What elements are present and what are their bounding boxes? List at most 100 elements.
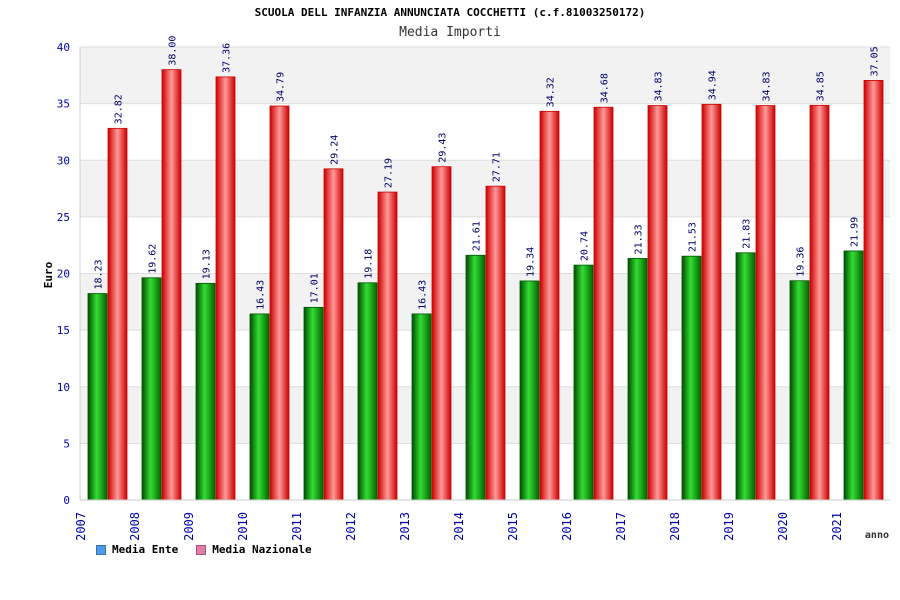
data-label: 32.82 <box>114 94 125 124</box>
bar-nazionale-2008 <box>161 69 182 501</box>
bar-ente-2010 <box>249 313 270 501</box>
y-tick-label: 5 <box>63 437 70 450</box>
bar-nazionale-2014 <box>485 185 506 501</box>
x-tick-label: 2016 <box>560 512 574 541</box>
data-label: 19.13 <box>202 249 213 279</box>
data-label: 34.83 <box>762 71 773 101</box>
bar-ente-2011 <box>303 306 324 501</box>
bar-ente-2018 <box>681 255 702 501</box>
data-label: 19.18 <box>364 249 375 279</box>
bar-nazionale-2019 <box>755 105 776 501</box>
data-label: 21.33 <box>634 224 645 254</box>
data-label: 34.94 <box>708 70 719 100</box>
data-label: 34.32 <box>546 77 557 107</box>
x-tick-label: 2011 <box>290 512 304 541</box>
x-tick-label: 2018 <box>668 512 682 541</box>
y-tick-label: 15 <box>57 324 70 337</box>
data-label: 19.34 <box>526 247 537 277</box>
data-label: 29.43 <box>438 133 449 163</box>
data-label: 37.36 <box>222 43 233 73</box>
data-label: 21.83 <box>742 219 753 249</box>
y-tick-label: 20 <box>57 268 70 281</box>
bar-nazionale-2009 <box>215 76 236 501</box>
data-label: 20.74 <box>580 231 591 261</box>
x-tick-label: 2008 <box>128 512 142 541</box>
bar-ente-2007 <box>87 293 108 501</box>
data-label: 21.99 <box>850 217 861 247</box>
bar-nazionale-2013 <box>431 166 452 501</box>
data-label: 21.53 <box>688 222 699 252</box>
chart-title: SCUOLA DELL INFANZIA ANNUNCIATA COCCHETT… <box>254 6 646 19</box>
data-label: 19.62 <box>148 244 159 274</box>
x-axis-label: anno <box>865 530 889 541</box>
legend-item-ente: Media Ente <box>96 543 178 556</box>
legend-item-nazionale: Media Nazionale <box>196 543 312 556</box>
legend: Media Ente Media Nazionale <box>96 543 330 556</box>
data-label: 18.23 <box>94 259 105 289</box>
plot-band <box>80 160 890 217</box>
plot-band <box>80 103 890 161</box>
bar-ente-2016 <box>573 264 594 501</box>
bar-ente-2019 <box>735 252 756 501</box>
bar-nazionale-2018 <box>701 103 722 501</box>
data-label: 16.43 <box>418 280 429 310</box>
bar-ente-2015 <box>519 280 540 501</box>
y-tick-label: 10 <box>57 381 70 394</box>
data-label: 37.05 <box>870 46 881 76</box>
y-tick-label: 40 <box>57 41 70 54</box>
bar-nazionale-2007 <box>107 127 128 501</box>
plot-band <box>80 47 890 104</box>
data-label: 19.36 <box>796 247 807 277</box>
data-label: 21.61 <box>472 221 483 251</box>
legend-swatch-nazionale <box>196 544 207 555</box>
data-label: 17.01 <box>310 273 321 303</box>
x-tick-label: 2012 <box>344 512 358 541</box>
legend-label-ente: Media Ente <box>112 543 179 556</box>
bar-ente-2012 <box>357 282 378 501</box>
data-label: 27.71 <box>492 152 503 182</box>
bars: 18.23 32.82 2007 19.62 38.00 2008 19.13 37.36 20… <box>74 36 884 541</box>
bar-nazionale-2020 <box>809 104 830 501</box>
legend-label-nazionale: Media Nazionale <box>212 543 312 556</box>
bar-nazionale-2015 <box>539 110 560 501</box>
x-tick-label: 2019 <box>722 512 736 541</box>
y-tick-label: 0 <box>63 494 70 507</box>
axes <box>79 47 890 501</box>
x-tick-label: 2013 <box>398 512 412 541</box>
x-tick-label: 2009 <box>182 512 196 541</box>
legend-swatch-ente <box>96 544 106 555</box>
data-label: 16.43 <box>256 280 267 310</box>
y-axis-label: Euro <box>42 261 55 288</box>
x-tick-label: 2020 <box>776 512 790 541</box>
bar-nazionale-2010 <box>269 105 290 501</box>
x-tick-label: 2010 <box>236 512 250 541</box>
bar-ente-2014 <box>465 254 486 501</box>
data-label: 34.68 <box>600 73 611 103</box>
data-label: 34.83 <box>654 71 665 101</box>
bar-ente-2008 <box>141 277 162 501</box>
data-label: 38.00 <box>168 36 179 66</box>
bar-nazionale-2016 <box>593 106 614 501</box>
x-tick-label: 2007 <box>74 512 88 541</box>
bar-ente-2020 <box>789 280 810 501</box>
bar-nazionale-2021 <box>863 80 884 501</box>
x-tick-label: 2021 <box>830 512 844 541</box>
y-tick-label: 25 <box>57 211 70 224</box>
bar-ente-2009 <box>195 282 216 501</box>
bar-ente-2013 <box>411 313 432 501</box>
bar-nazionale-2012 <box>377 191 398 501</box>
data-label: 34.79 <box>276 72 287 102</box>
x-tick-label: 2014 <box>452 512 466 541</box>
data-label: 27.19 <box>384 158 395 188</box>
bar-ente-2021 <box>843 250 864 501</box>
bar-nazionale-2011 <box>323 168 344 501</box>
y-tick-label: 35 <box>57 98 70 111</box>
data-label: 34.85 <box>816 71 827 101</box>
chart-subtitle: Media Importi <box>399 25 501 40</box>
x-tick-label: 2015 <box>506 512 520 541</box>
bar-nazionale-2017 <box>647 105 668 501</box>
y-tick-label: 30 <box>57 154 70 167</box>
x-tick-label: 2017 <box>614 512 628 541</box>
data-label: 29.24 <box>330 135 341 165</box>
